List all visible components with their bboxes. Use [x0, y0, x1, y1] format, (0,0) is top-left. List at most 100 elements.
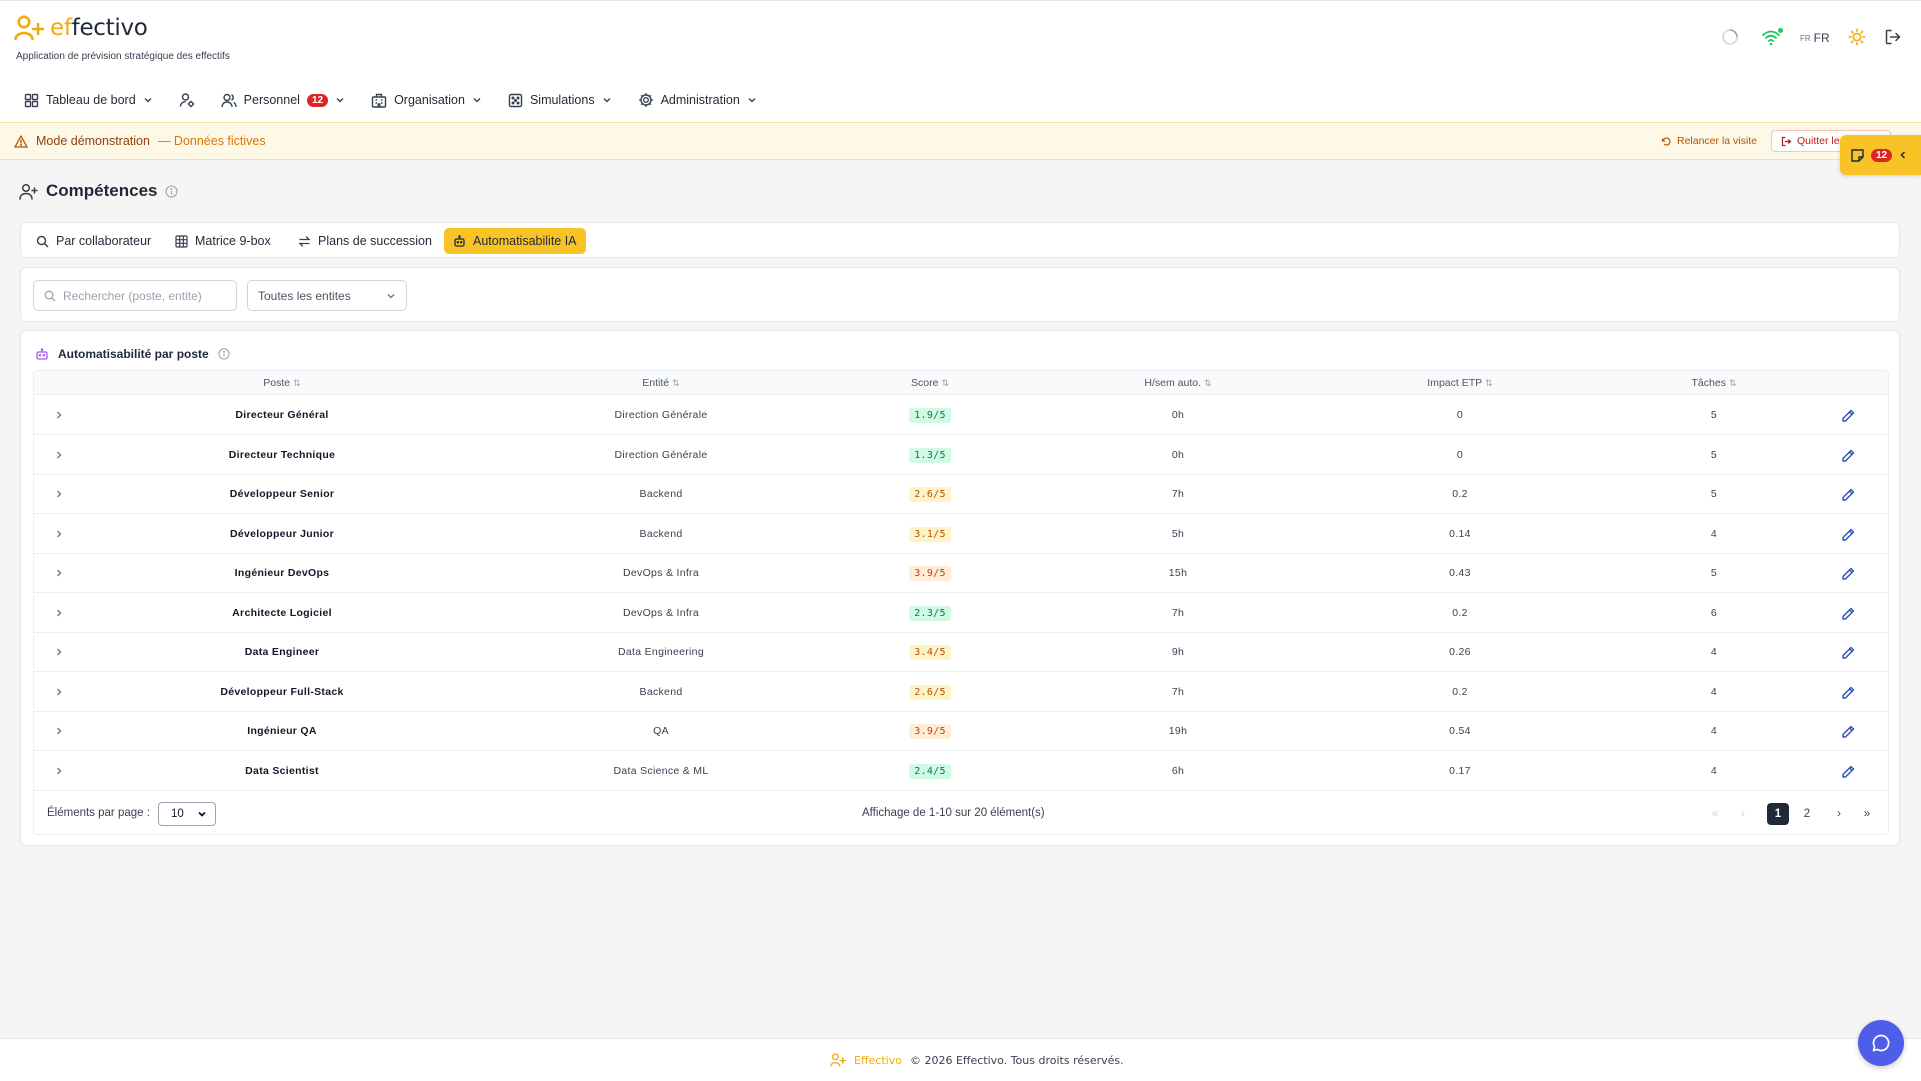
- nav-administration-label: Administration: [660, 93, 740, 107]
- edit-pencil-icon[interactable]: [1840, 527, 1856, 543]
- cell-poste: Développeur Senior: [229, 488, 335, 500]
- main-nav: Tableau de bord Personnel 12 Organisatio…: [24, 89, 783, 111]
- entity-select[interactable]: Toutes les entites: [247, 280, 407, 311]
- table-row[interactable]: Data Scientist Data Science & ML 2.4/5 6h 0.…: [34, 752, 1888, 791]
- restart-tour-button[interactable]: Relancer la visite: [1661, 135, 1757, 147]
- table-row[interactable]: Directeur Général Direction Générale 1.9/5…: [34, 396, 1888, 435]
- building-icon: [371, 93, 387, 108]
- demo-mode-label: Mode démonstration: [36, 134, 150, 148]
- page-button-2[interactable]: 2: [1803, 808, 1811, 820]
- cell-score: 1.3/5: [909, 436, 951, 475]
- edit-pencil-icon[interactable]: [1840, 487, 1856, 503]
- expand-chevron-icon[interactable]: [54, 568, 64, 578]
- nav-administration[interactable]: Administration: [638, 92, 757, 108]
- edit-pencil-icon[interactable]: [1840, 408, 1856, 424]
- expand-chevron-icon[interactable]: [54, 766, 64, 776]
- nav-organisation[interactable]: Organisation: [371, 93, 482, 108]
- nav-dashboard[interactable]: Tableau de bord: [24, 93, 153, 108]
- nav-simulations[interactable]: Simulations: [508, 93, 612, 108]
- page-button-1[interactable]: 1: [1767, 803, 1789, 825]
- language-switcher[interactable]: FR FR: [1800, 31, 1830, 45]
- expand-chevron-icon[interactable]: [54, 410, 64, 420]
- edit-pencil-icon[interactable]: [1840, 448, 1856, 464]
- cell-hsem: 15h: [1168, 567, 1188, 579]
- logout-icon[interactable]: [1883, 27, 1903, 47]
- per-page-select[interactable]: 10: [158, 802, 216, 826]
- nav-user-settings[interactable]: [179, 92, 195, 108]
- cell-hsem: 19h: [1168, 725, 1188, 737]
- cell-entite: Backend: [639, 488, 683, 500]
- expand-chevron-icon[interactable]: [54, 687, 64, 697]
- edit-pencil-icon[interactable]: [1840, 724, 1856, 740]
- nav-personnel[interactable]: Personnel 12: [220, 93, 345, 108]
- tab-par-collaborateur[interactable]: Par collaborateur: [27, 228, 160, 254]
- chat-button[interactable]: [1858, 1020, 1904, 1066]
- edit-pencil-icon[interactable]: [1840, 566, 1856, 582]
- next-page-button[interactable]: ›: [1837, 808, 1841, 820]
- expand-chevron-icon[interactable]: [54, 608, 64, 618]
- cell-taches: 4: [1710, 685, 1718, 698]
- search-input[interactable]: [63, 288, 223, 303]
- dice-icon: [508, 93, 523, 107]
- notes-drawer-tab[interactable]: 12: [1840, 135, 1921, 175]
- table-row[interactable]: Ingénieur DevOps DevOps & Infra 3.9/5 15h 0.…: [34, 554, 1888, 593]
- chevron-down-icon: [748, 98, 756, 103]
- info-icon[interactable]: [165, 184, 179, 198]
- cell-entite: Backend: [639, 685, 683, 698]
- page-heading: Compétences: [19, 181, 179, 201]
- cell-entite: Data Science & ML: [613, 764, 709, 777]
- expand-chevron-icon[interactable]: [54, 726, 64, 736]
- tab-matrice-9-box[interactable]: Matrice 9-box: [166, 228, 280, 254]
- col-header-entite[interactable]: Entité ⇅: [642, 377, 680, 389]
- edit-pencil-icon[interactable]: [1840, 764, 1856, 780]
- score-badge: 1.9/5: [909, 408, 951, 423]
- sort-icon: ⇅: [1485, 378, 1493, 388]
- cell-impact: 0.54: [1449, 725, 1471, 737]
- table-row[interactable]: Directeur Technique Direction Générale 1.3…: [34, 436, 1888, 475]
- col-header-poste[interactable]: Poste ⇅: [263, 377, 301, 389]
- expand-chevron-icon[interactable]: [54, 489, 64, 499]
- expand-chevron-icon[interactable]: [54, 529, 64, 539]
- col-header-taches[interactable]: Tâches ⇅: [1691, 377, 1737, 389]
- col-header-score[interactable]: Score ⇅: [911, 377, 949, 389]
- info-icon[interactable]: [218, 348, 230, 360]
- cell-entite: QA: [653, 725, 669, 737]
- edit-pencil-icon[interactable]: [1840, 645, 1856, 661]
- table-header: Poste ⇅ Entité ⇅ Score ⇅ H/sem auto. ⇅ Impac…: [34, 371, 1888, 395]
- sticky-note-icon: [1851, 148, 1864, 162]
- table-row[interactable]: Data Engineer Data Engineering 3.4/5 9h 0.26…: [34, 633, 1888, 672]
- notes-count-badge: 12: [1871, 148, 1893, 162]
- cell-entite: Direction Générale: [614, 409, 708, 421]
- prev-page-button[interactable]: ‹: [1741, 808, 1745, 820]
- table-row[interactable]: Développeur Junior Backend 3.1/5 5h 0.14 4: [34, 515, 1888, 554]
- table-row[interactable]: Développeur Full-Stack Backend 2.6/5 7h 0.2 4: [34, 673, 1888, 712]
- footer-copyright: Effectivo © 2026 Effectivo. Tous droits …: [830, 1053, 1124, 1067]
- first-page-button[interactable]: «: [1711, 808, 1719, 820]
- edit-pencil-icon[interactable]: [1840, 606, 1856, 622]
- last-page-button[interactable]: »: [1863, 808, 1871, 820]
- cell-hsem: 0h: [1171, 448, 1185, 461]
- swap-arrows-icon: [298, 235, 311, 247]
- demo-banner-message: Mode démonstration — Données fictives: [14, 134, 266, 148]
- footer-text: © 2026 Effectivo. Tous droits réservés.: [909, 1053, 1124, 1067]
- loading-spinner-icon: [1720, 27, 1740, 47]
- expand-chevron-icon[interactable]: [54, 450, 64, 460]
- col-header-hsem[interactable]: H/sem auto. ⇅: [1144, 377, 1212, 389]
- tab-automatisabilite-ia[interactable]: Automatisabilite IA: [444, 228, 586, 254]
- cell-entite: DevOps & Infra: [623, 606, 699, 619]
- table-row[interactable]: Ingénieur QA QA 3.9/5 19h 0.54 4: [34, 712, 1888, 751]
- tab-plans-de-succession[interactable]: Plans de succession: [289, 228, 441, 254]
- sun-theme-icon[interactable]: [1847, 27, 1867, 47]
- expand-chevron-icon[interactable]: [54, 647, 64, 657]
- cell-impact: 0.43: [1449, 567, 1471, 579]
- search-icon: [44, 290, 56, 301]
- app-logo[interactable]: effectivo: [14, 15, 148, 41]
- edit-pencil-icon[interactable]: [1840, 685, 1856, 701]
- per-page-label: Éléments par page :: [47, 807, 150, 819]
- table-row[interactable]: Développeur Senior Backend 2.6/5 7h 0.2 5: [34, 475, 1888, 514]
- search-field[interactable]: [33, 280, 237, 311]
- col-header-impact[interactable]: Impact ETP ⇅: [1427, 377, 1493, 389]
- table-row[interactable]: Architecte Logiciel DevOps & Infra 2.3/5 7h…: [34, 594, 1888, 633]
- score-badge: 2.6/5: [909, 487, 951, 502]
- cell-score: 2.3/5: [909, 594, 951, 633]
